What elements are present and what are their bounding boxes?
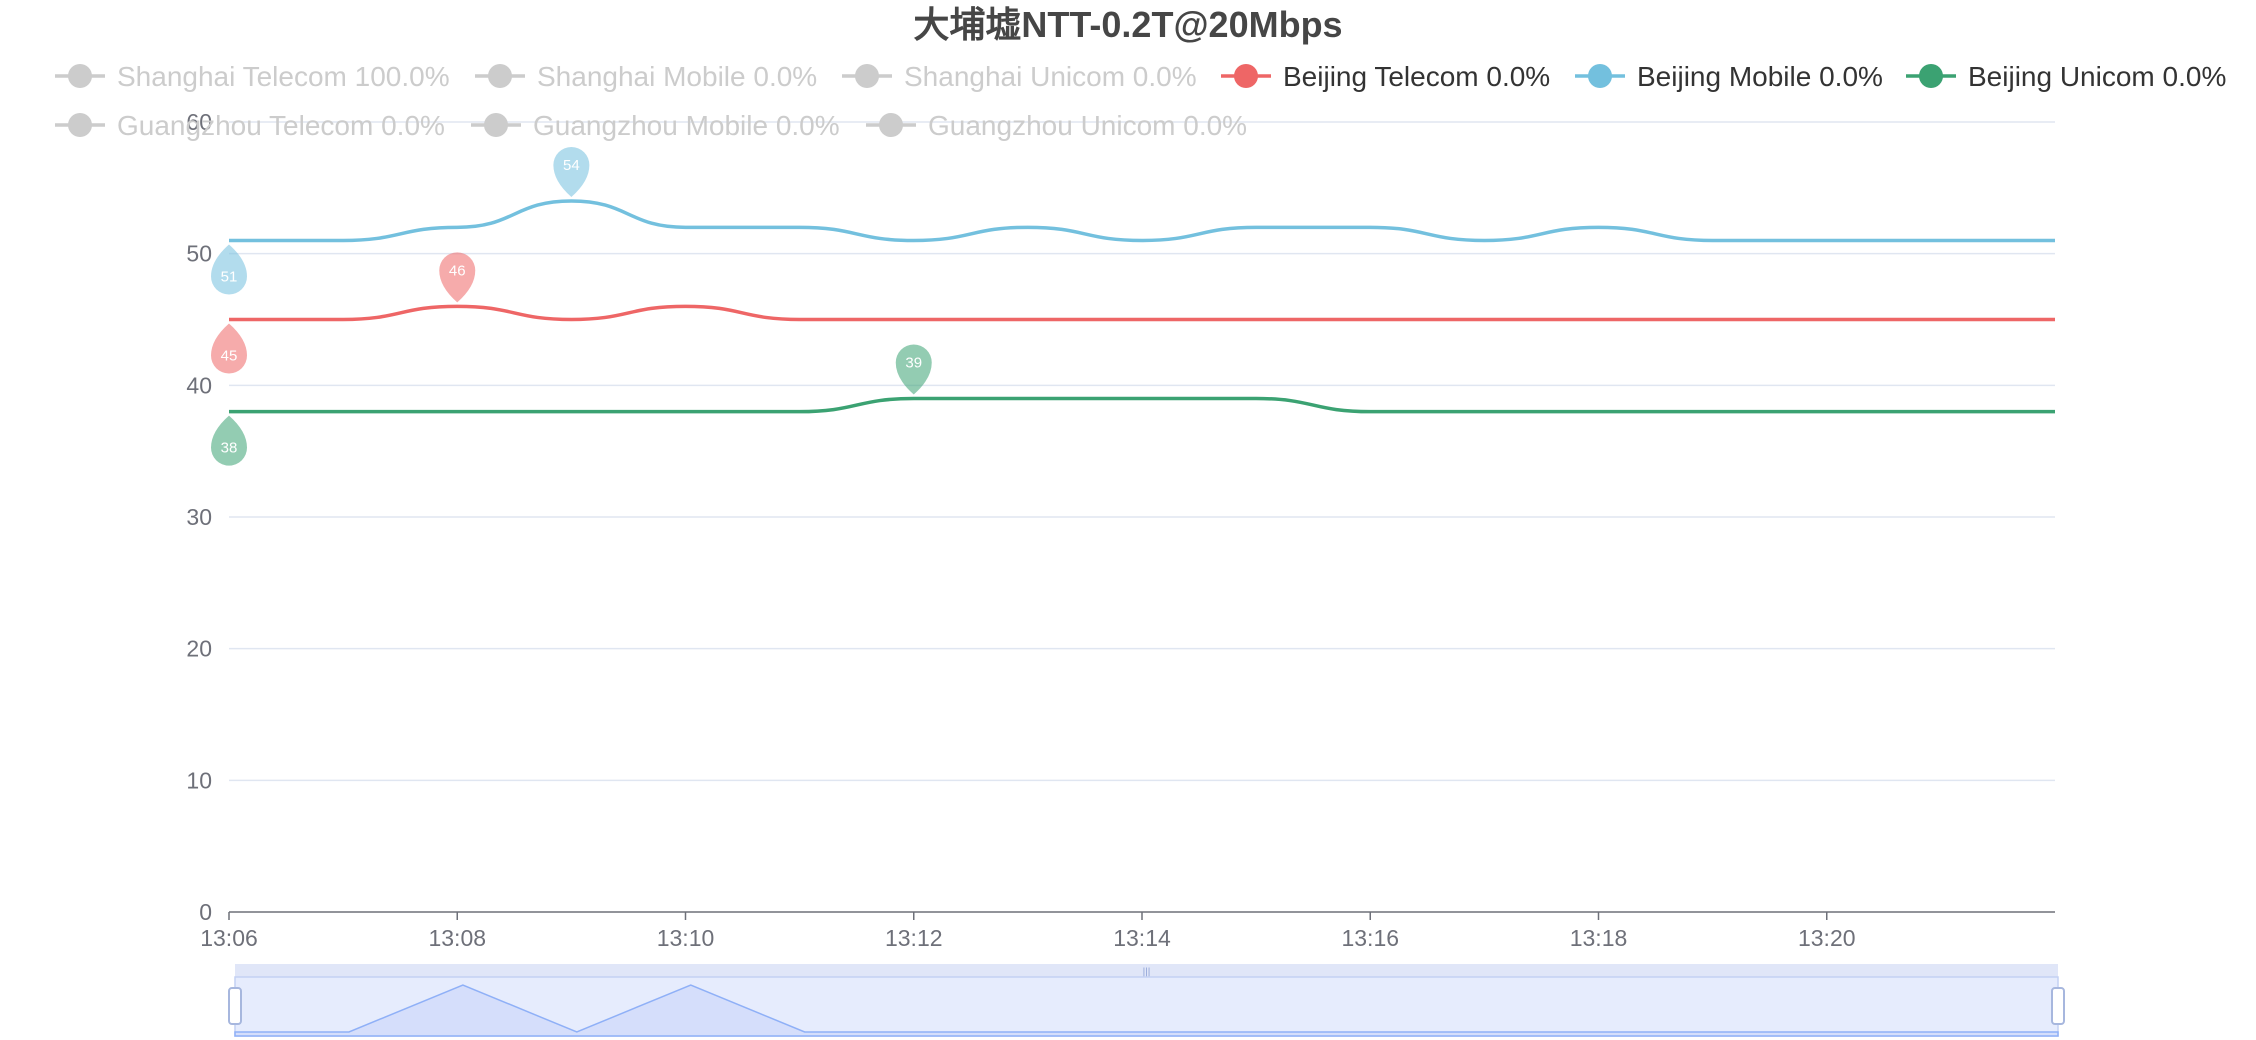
legend-item[interactable]: Guangzhou Mobile 0.0% <box>471 110 840 141</box>
y-tick-label: 0 <box>199 899 212 925</box>
legend-label: Shanghai Unicom 0.0% <box>904 61 1197 92</box>
legend-label: Shanghai Telecom 100.0% <box>117 61 450 92</box>
legend-item[interactable]: Shanghai Telecom 100.0% <box>55 61 450 92</box>
legend-label: Beijing Telecom 0.0% <box>1283 61 1550 92</box>
series-line <box>228 304 2055 322</box>
legend-item[interactable]: Guangzhou Telecom 0.0% <box>55 110 445 141</box>
marker-label: 54 <box>563 157 580 174</box>
zoom-handle-end[interactable] <box>2051 987 2065 1025</box>
legend-item[interactable]: Shanghai Mobile 0.0% <box>475 61 817 92</box>
legend-item[interactable]: Shanghai Unicom 0.0% <box>842 61 1197 92</box>
x-tick-label: 13:10 <box>657 925 715 951</box>
legend-dot-icon <box>484 113 508 137</box>
legend-item[interactable]: Guangzhou Unicom 0.0% <box>866 110 1247 141</box>
marker-pin <box>895 344 932 395</box>
chart-title: 大埔墟NTT-0.2T@20Mbps <box>913 4 1342 45</box>
legend-dot-icon <box>879 113 903 137</box>
data-zoom-slider[interactable]: ||| <box>228 964 2065 1037</box>
zoom-handle-start[interactable] <box>228 987 242 1025</box>
marker-pin <box>553 147 590 197</box>
x-tick-label: 13:06 <box>200 925 258 951</box>
marker-label: 46 <box>449 262 466 279</box>
y-tick-label: 60 <box>186 109 212 135</box>
legend-dot-icon <box>1234 64 1258 88</box>
y-axis: 0 10 20 30 40 50 60 <box>186 109 212 925</box>
legend-label: Shanghai Mobile 0.0% <box>537 61 817 92</box>
y-tick-label: 50 <box>186 241 212 267</box>
marker-label: 38 <box>221 440 238 457</box>
legend-dot-icon <box>488 64 512 88</box>
x-tick-label: 13:12 <box>885 925 943 951</box>
y-tick-label: 20 <box>186 636 212 662</box>
marker-pin <box>439 252 476 303</box>
marker-label: 39 <box>905 355 922 372</box>
series-line <box>229 199 2055 243</box>
legend-label: Beijing Mobile 0.0% <box>1637 61 1883 92</box>
zoom-top-bar[interactable] <box>235 964 2058 978</box>
legend-dot-icon <box>855 64 879 88</box>
series-line <box>229 396 2055 414</box>
y-tick-label: 40 <box>186 372 212 398</box>
legend-label: Guangzhou Telecom 0.0% <box>117 110 445 141</box>
marker-pins: 46 45 54 51 39 38 <box>211 147 932 466</box>
grid <box>229 121 2055 782</box>
legend-label: Guangzhou Mobile 0.0% <box>533 110 840 141</box>
legend-label: Beijing Unicom 0.0% <box>1968 61 2226 92</box>
x-tick-label: 13:20 <box>1798 925 1856 951</box>
x-tick-label: 13:14 <box>1113 925 1171 951</box>
marker-label: 45 <box>221 348 238 365</box>
marker-pin <box>211 323 247 374</box>
marker-pin <box>211 415 247 466</box>
x-tick-label: 13:18 <box>1570 925 1628 951</box>
zoom-drag-grip-icon[interactable]: ||| <box>1143 967 1151 978</box>
y-tick-label: 10 <box>186 767 212 793</box>
zoom-preview-area <box>234 984 2059 1037</box>
marker-label: 51 <box>221 269 238 286</box>
x-axis: 13:06 13:08 13:10 13:12 13:14 13:16 13:18 13:20 <box>200 911 2055 951</box>
marker-pin <box>211 244 247 295</box>
x-tick-label: 13:08 <box>428 925 486 951</box>
x-tick-label: 13:16 <box>1341 925 1399 951</box>
legend-item[interactable]: Beijing Telecom 0.0% <box>1221 61 1550 92</box>
legend-dot-icon <box>68 113 92 137</box>
y-tick-label: 30 <box>186 504 212 530</box>
legend: Shanghai Telecom 100.0% Shanghai Mobile 0… <box>55 61 2226 141</box>
legend-item[interactable]: Beijing Unicom 0.0% <box>1906 61 2226 92</box>
legend-item[interactable]: Beijing Mobile 0.0% <box>1575 61 1883 92</box>
legend-dot-icon <box>1919 64 1943 88</box>
legend-dot-icon <box>68 64 92 88</box>
legend-label: Guangzhou Unicom 0.0% <box>928 110 1247 141</box>
series-lines <box>228 199 2055 414</box>
legend-dot-icon <box>1588 64 1612 88</box>
